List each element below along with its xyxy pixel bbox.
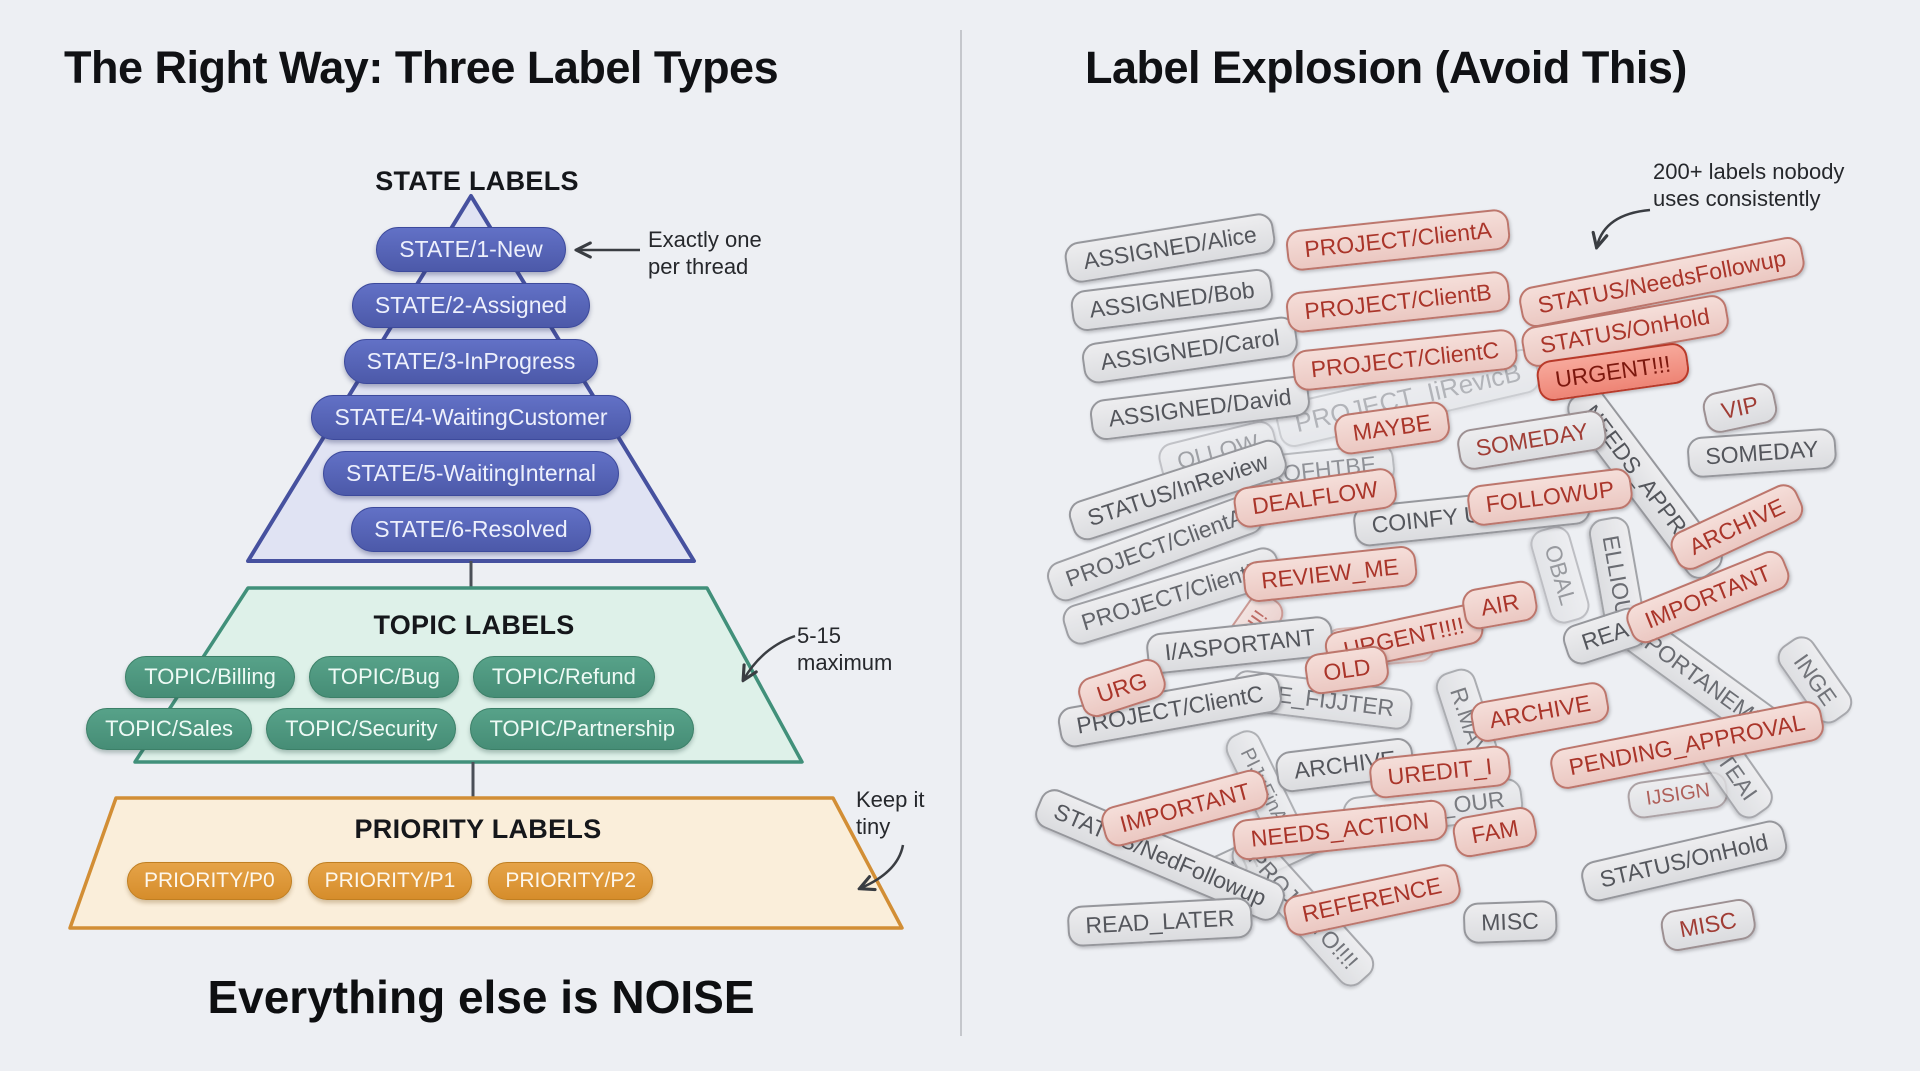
priority-labels-heading: PRIORITY LABELS: [354, 814, 602, 844]
chaos-label-pill: STATUS/OnHold: [1578, 817, 1790, 905]
state-labels-heading: STATE LABELS: [375, 166, 579, 196]
state-pyramid-stack: STATE/1-New STATE/2-Assigned STATE/3-InPro…: [236, 227, 706, 552]
topic-label-pill: TOPIC/Security: [266, 708, 457, 750]
left-panel-footer: Everything else is NOISE: [207, 971, 755, 1023]
right-panel-title: Label Explosion (Avoid This): [1085, 42, 1687, 93]
topic-row: TOPIC/Billing TOPIC/Bug TOPIC/Refund: [125, 656, 655, 698]
chaos-label-pill: OBAL: [1526, 522, 1594, 628]
annotation-line: per thread: [648, 254, 749, 280]
state-label-pill: STATE/6-Resolved: [351, 507, 591, 552]
annotation-line: 5-15: [797, 623, 842, 648]
chaos-label-pill: MISC: [1658, 896, 1758, 954]
state-label-pill: STATE/1-New: [376, 227, 566, 272]
chaos-label-pill: SOMEDAY: [1455, 408, 1609, 472]
chaos-label-pill: READ_LATER: [1066, 896, 1254, 948]
topic-label-pill: TOPIC/Partnership: [470, 708, 694, 750]
state-label-pill: STATE/4-WaitingCustomer: [311, 395, 631, 440]
explosion-annotation-text: 200+ labels nobody uses consistently: [1653, 158, 1844, 213]
priority-label-pill: PRIORITY/P2: [488, 862, 654, 900]
topic-labels-rows: TOPIC/Billing TOPIC/Bug TOPIC/Refund TOPIC/…: [86, 656, 694, 750]
chaos-label-pill: PROJECT/ClientB: [1284, 269, 1512, 335]
chaos-label-pill: PROJECT/ClientA: [1284, 207, 1512, 273]
topic-label-pill: TOPIC/Bug: [308, 656, 459, 698]
annotation-line: 200+ labels nobody: [1653, 159, 1845, 184]
annotation-line: Exactly one: [648, 227, 762, 252]
chaos-label-pill: AIR: [1459, 578, 1541, 632]
topic-label-pill: TOPIC/Refund: [472, 656, 655, 698]
topic-row: TOPIC/Sales TOPIC/Security TOPIC/Partnersh…: [86, 708, 694, 750]
annotation-line: maximum: [797, 650, 893, 676]
priority-label-pill: PRIORITY/P0: [126, 862, 292, 900]
topic-labels-heading: TOPIC LABELS: [373, 610, 575, 640]
state-annotation-text: Exactly one per thread: [648, 226, 762, 281]
left-panel-title: The Right Way: Three Label Types: [64, 42, 779, 93]
chaos-label-pill: REFERENCE: [1280, 861, 1464, 939]
chaos-label-pill: SOMEDAY: [1686, 427, 1838, 479]
priority-annotation-text: Keep it tiny: [856, 786, 925, 841]
panel-divider: [960, 30, 962, 1036]
state-label-pill: STATE/5-WaitingInternal: [322, 451, 620, 496]
chaos-label-pill: ARCHIVE: [1468, 679, 1612, 745]
priority-labels-row: PRIORITY/P0 PRIORITY/P1 PRIORITY/P2: [100, 862, 680, 900]
topic-label-pill: TOPIC/Sales: [86, 708, 253, 750]
topic-label-pill: TOPIC/Billing: [125, 656, 295, 698]
priority-label-pill: PRIORITY/P1: [307, 862, 473, 900]
annotation-line: uses consistently: [1653, 186, 1821, 212]
state-label-pill: STATE/2-Assigned: [351, 283, 591, 328]
annotation-line: tiny: [856, 814, 891, 840]
annotation-line: Keep it: [856, 787, 925, 812]
state-label-pill: STATE/3-InProgress: [343, 339, 599, 384]
topic-annotation-text: 5-15 maximum: [797, 622, 892, 677]
chaos-label-pill: MISC: [1462, 899, 1558, 945]
chaos-label-pill: ARCHIVE: [1665, 479, 1809, 575]
chaos-label-pill: VIP: [1699, 380, 1781, 436]
